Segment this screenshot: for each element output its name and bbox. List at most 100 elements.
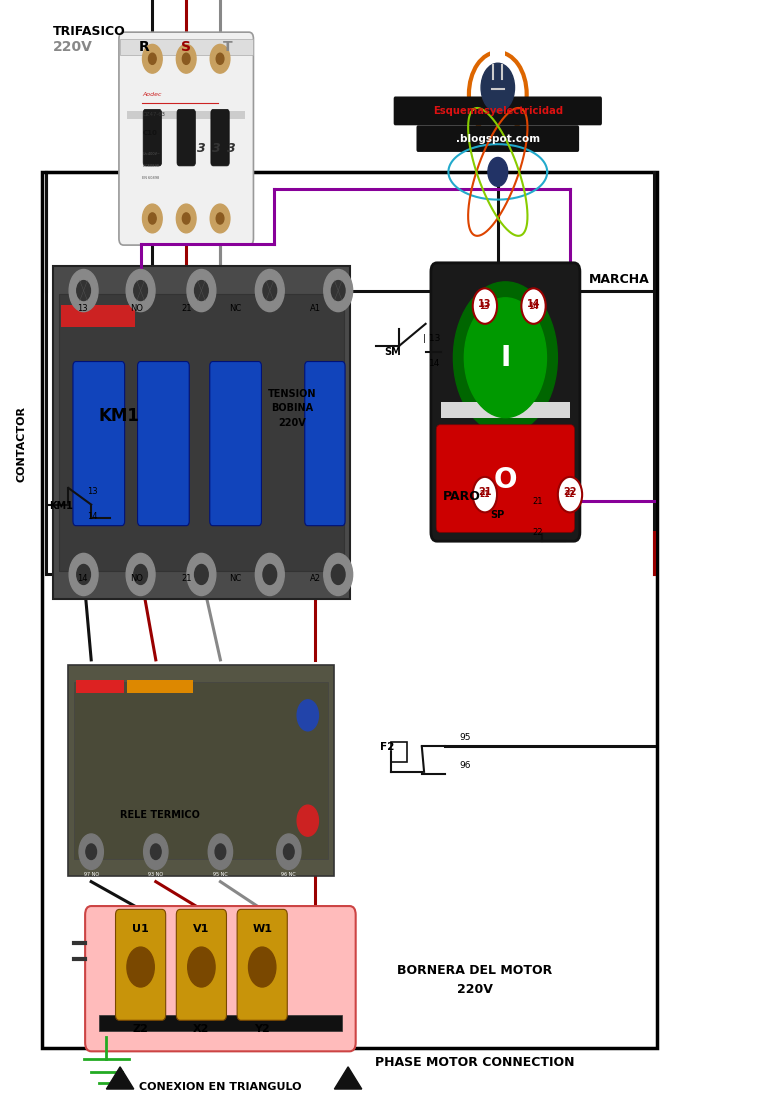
Text: NO: NO xyxy=(130,574,144,583)
Circle shape xyxy=(473,288,497,324)
Text: NC: NC xyxy=(230,574,242,583)
Bar xyxy=(391,742,407,762)
Text: T: T xyxy=(223,40,233,53)
FancyBboxPatch shape xyxy=(73,362,125,526)
FancyBboxPatch shape xyxy=(85,906,356,1051)
Text: Y2: Y2 xyxy=(255,1024,270,1035)
Circle shape xyxy=(176,44,196,73)
FancyBboxPatch shape xyxy=(210,362,261,526)
Text: .blogspot.com: .blogspot.com xyxy=(456,133,540,144)
Text: S: S xyxy=(181,40,192,53)
Text: 14: 14 xyxy=(429,359,441,368)
Text: DZ47-63: DZ47-63 xyxy=(142,112,165,118)
Text: Un:400V~: Un:400V~ xyxy=(142,152,160,155)
Bar xyxy=(61,305,135,327)
Circle shape xyxy=(324,553,353,596)
Bar xyxy=(126,680,193,693)
Bar xyxy=(119,39,252,55)
Text: 14: 14 xyxy=(87,512,98,521)
Circle shape xyxy=(464,298,546,418)
Circle shape xyxy=(521,288,546,324)
FancyBboxPatch shape xyxy=(305,362,345,526)
Circle shape xyxy=(182,53,190,64)
Text: BORNERA DEL MOTOR: BORNERA DEL MOTOR xyxy=(397,964,553,977)
Bar xyxy=(42,172,657,1048)
FancyBboxPatch shape xyxy=(211,110,230,166)
Text: 96: 96 xyxy=(460,761,471,770)
Text: Aodec: Aodec xyxy=(142,92,162,98)
Text: 22: 22 xyxy=(565,490,575,499)
Polygon shape xyxy=(334,1067,362,1089)
Text: CONEXION EN TRIANGULO: CONEXION EN TRIANGULO xyxy=(139,1081,302,1092)
Text: NC: NC xyxy=(230,304,242,313)
Text: NO: NO xyxy=(130,304,144,313)
Text: MARCHA: MARCHA xyxy=(589,273,650,286)
Circle shape xyxy=(176,204,196,233)
Text: R: R xyxy=(139,40,150,53)
Circle shape xyxy=(148,213,156,224)
Circle shape xyxy=(277,834,301,869)
Text: 220V: 220V xyxy=(53,40,93,53)
FancyBboxPatch shape xyxy=(436,425,575,532)
Text: 21: 21 xyxy=(532,497,543,506)
Text: Esquemasyelectricidad: Esquemasyelectricidad xyxy=(432,105,563,116)
Text: CONTACTOR: CONTACTOR xyxy=(16,406,27,481)
FancyBboxPatch shape xyxy=(394,96,602,125)
Text: 3: 3 xyxy=(197,142,206,155)
Circle shape xyxy=(255,269,284,312)
Polygon shape xyxy=(106,1067,134,1089)
FancyBboxPatch shape xyxy=(237,909,287,1020)
Circle shape xyxy=(77,564,90,584)
Text: KM1: KM1 xyxy=(49,500,73,511)
Text: C10: C10 xyxy=(142,130,157,135)
Circle shape xyxy=(77,281,90,301)
Circle shape xyxy=(263,564,277,584)
Circle shape xyxy=(297,700,318,731)
Text: 13: 13 xyxy=(480,302,490,311)
Bar xyxy=(127,111,245,119)
Text: IEC60898: IEC60898 xyxy=(142,163,160,167)
Bar xyxy=(441,403,570,418)
Text: 22: 22 xyxy=(563,487,577,498)
Bar xyxy=(68,665,334,876)
Text: 96 NC: 96 NC xyxy=(281,872,296,877)
Text: SP: SP xyxy=(490,509,505,520)
Text: TRIFASICO: TRIFASICO xyxy=(53,24,126,38)
Circle shape xyxy=(187,269,216,312)
Text: X2: X2 xyxy=(193,1024,210,1035)
Bar xyxy=(59,294,344,571)
Text: 21: 21 xyxy=(181,574,192,583)
Text: 22: 22 xyxy=(532,528,543,537)
Circle shape xyxy=(142,44,162,73)
Circle shape xyxy=(148,53,156,64)
Text: 3: 3 xyxy=(212,142,220,155)
Bar xyxy=(99,1015,342,1031)
Circle shape xyxy=(182,213,190,224)
Circle shape xyxy=(263,281,277,301)
Circle shape xyxy=(215,844,226,859)
FancyBboxPatch shape xyxy=(143,110,162,166)
Circle shape xyxy=(134,564,147,584)
Text: U1: U1 xyxy=(132,924,149,935)
Text: Z2: Z2 xyxy=(133,1024,148,1035)
Text: PHASE MOTOR CONNECTION: PHASE MOTOR CONNECTION xyxy=(375,1056,575,1069)
Circle shape xyxy=(150,844,161,859)
FancyBboxPatch shape xyxy=(138,362,189,526)
Circle shape xyxy=(126,269,155,312)
Circle shape xyxy=(297,805,318,836)
Circle shape xyxy=(454,282,557,434)
Text: | 13: | 13 xyxy=(423,334,440,343)
FancyBboxPatch shape xyxy=(177,110,195,166)
Text: 13: 13 xyxy=(77,304,87,313)
FancyBboxPatch shape xyxy=(119,32,254,245)
Text: F2: F2 xyxy=(380,742,394,753)
Circle shape xyxy=(211,204,230,233)
Text: 93 NO: 93 NO xyxy=(148,872,163,877)
Circle shape xyxy=(195,281,208,301)
Circle shape xyxy=(331,564,345,584)
Text: A1: A1 xyxy=(310,304,321,313)
Text: 220V: 220V xyxy=(279,417,306,428)
Text: KM1: KM1 xyxy=(99,407,140,425)
Circle shape xyxy=(144,834,168,869)
FancyBboxPatch shape xyxy=(176,909,226,1020)
